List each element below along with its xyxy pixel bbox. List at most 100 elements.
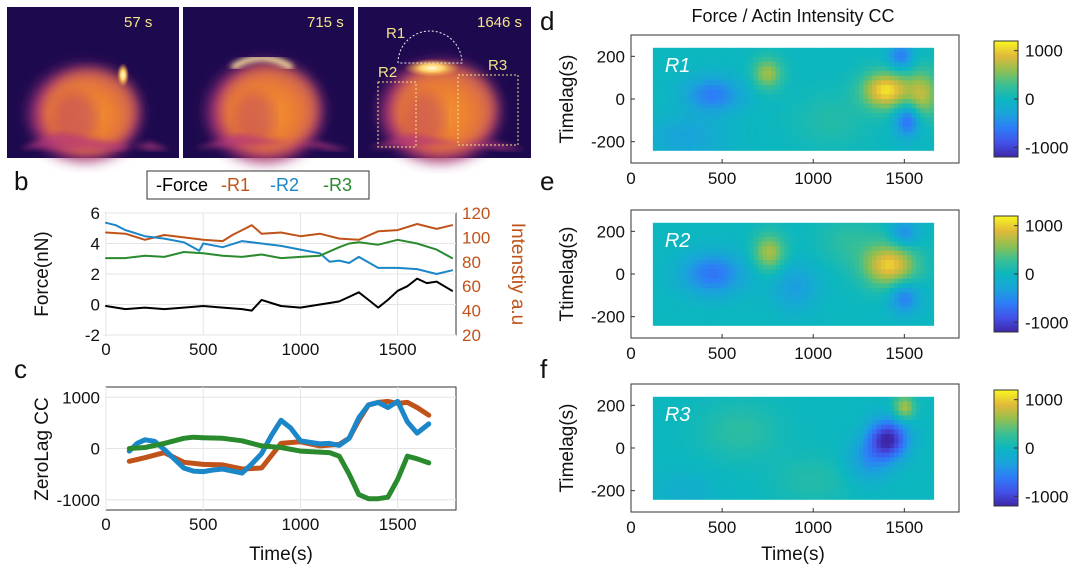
heatmap-cell: [915, 480, 921, 486]
heatmap-cell: [876, 320, 882, 326]
heatmap-cell: [863, 448, 869, 454]
heatmap-cell: [806, 269, 812, 275]
heatmap-cell: [692, 126, 698, 133]
heatmap-cell: [780, 424, 785, 430]
heatmap-cell: [841, 485, 847, 491]
heatmap-cell: [915, 396, 921, 403]
roi-r2-label: R2: [378, 64, 397, 81]
heatmap-cell: [863, 61, 869, 68]
heatmap-cell: [784, 292, 790, 298]
heatmap-cell: [788, 136, 794, 142]
heatmap-cell: [841, 99, 847, 105]
heatmap-cell: [780, 145, 785, 151]
heatmap-cell: [858, 145, 864, 151]
heatmap-cell: [815, 471, 821, 477]
heatmap-cell: [762, 136, 768, 142]
heatmap-cell: [753, 131, 759, 137]
heatmap-cell: [858, 52, 864, 58]
heatmap-cell: [679, 274, 685, 280]
heatmap-cell: [714, 480, 720, 486]
heatmap-cell: [845, 485, 851, 491]
heatmap-cell: [889, 103, 895, 109]
heatmap-cell: [863, 236, 869, 243]
heatmap-cell: [929, 260, 935, 266]
heatmap-cell: [793, 260, 799, 266]
heatmap-cell: [915, 475, 921, 482]
heatmap-cell: [749, 52, 755, 58]
heatmap-cell: [701, 475, 707, 482]
heatmap-cell: [736, 292, 742, 298]
heatmap-cell: [784, 475, 790, 482]
heatmap-cell: [744, 274, 750, 280]
heatmap-cell: [876, 429, 882, 435]
heatmap-cell: [701, 494, 707, 500]
heatmap-cell: [801, 126, 807, 133]
heatmap-cell: [850, 301, 856, 308]
heatmap-cell: [657, 140, 663, 147]
heatmap-cell: [780, 94, 785, 100]
heatmap-cell: [749, 415, 755, 421]
heatmap-cell: [705, 452, 711, 458]
heatmap-cell: [718, 424, 724, 430]
y-tick-label: 200: [597, 222, 625, 241]
heatmap-cell: [828, 126, 834, 133]
heatmap-cell: [832, 452, 838, 458]
heatmap-cell: [894, 264, 900, 270]
heatmap-cell: [766, 480, 772, 486]
heatmap-cell: [929, 66, 935, 72]
heatmap-cell: [815, 145, 821, 151]
heatmap-cell: [687, 438, 693, 444]
heatmap-cell: [885, 126, 891, 133]
heatmap-cell: [815, 131, 821, 137]
heatmap-cell: [758, 94, 764, 100]
heatmap-cell: [885, 269, 891, 275]
heatmap-cell: [854, 71, 860, 77]
heatmap-cell: [850, 71, 856, 77]
heatmap-cell: [758, 108, 764, 114]
heatmap-cell: [683, 475, 689, 482]
heatmap-cell: [749, 108, 755, 114]
heatmap-cell: [863, 52, 869, 58]
heatmap-cell: [872, 94, 878, 100]
heatmap-cell: [780, 99, 785, 105]
heatmap-cell: [845, 292, 851, 298]
heatmap-cell: [657, 236, 663, 243]
heatmap-cell: [915, 283, 921, 289]
heatmap-cell: [679, 406, 685, 412]
heatmap-cell: [902, 227, 908, 233]
heatmap-cell: [736, 112, 742, 119]
heatmap-cell: [911, 250, 917, 256]
heatmap-cell: [793, 117, 799, 123]
heatmap-cell: [749, 485, 755, 491]
heatmap-cell: [749, 122, 755, 128]
heatmap-cell: [880, 241, 886, 247]
heatmap-cell: [753, 250, 759, 256]
heatmap-cell: [762, 52, 768, 58]
heatmap-cell: [766, 71, 772, 77]
heatmap-cell: [674, 71, 680, 77]
heatmap-cell: [924, 410, 930, 417]
heatmap-cell: [911, 94, 917, 100]
heatmap-cell: [858, 466, 864, 472]
heatmap-cell: [727, 301, 733, 308]
heatmap-cell: [815, 320, 821, 326]
heatmap-cell: [819, 250, 825, 256]
heatmap-cell: [907, 415, 913, 421]
heatmap-cell: [823, 283, 829, 289]
heatmap-cell: [797, 52, 803, 58]
heatmap-cell: [679, 306, 685, 312]
heatmap-cell: [885, 117, 891, 123]
heatmap-cell: [718, 122, 724, 128]
heatmap-cell: [766, 99, 772, 105]
heatmap-cell: [911, 47, 917, 54]
heatmap-cell: [661, 112, 667, 119]
heatmap-cell: [731, 108, 737, 114]
colorbar-tick-label: -1000: [1025, 313, 1068, 332]
heatmap-cell: [876, 57, 882, 63]
heatmap-cell: [832, 236, 838, 243]
heatmap-cell: [666, 131, 671, 137]
heatmap-cell: [740, 241, 746, 247]
heatmap-cell: [863, 287, 869, 294]
heatmap-cell: [766, 269, 772, 275]
heatmap-cell: [731, 99, 737, 105]
